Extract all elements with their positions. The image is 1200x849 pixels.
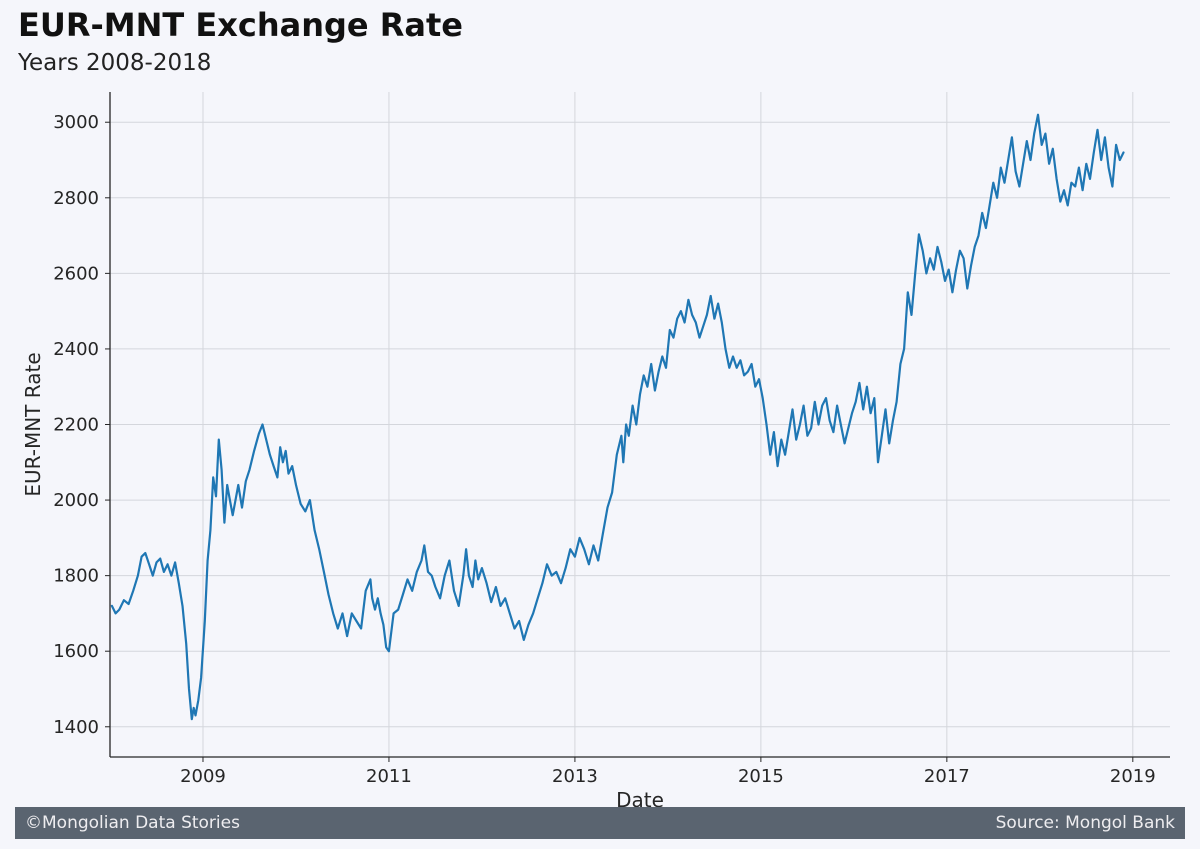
y-axis-label: EUR-MNT Rate (21, 352, 45, 496)
x-tick-label: 2013 (552, 766, 598, 787)
y-tick-label: 2200 (53, 415, 99, 436)
y-tick-label: 2800 (53, 188, 99, 209)
x-tick-label: 2015 (738, 766, 784, 787)
y-tick-label: 1600 (53, 641, 99, 662)
x-tick-label: 2011 (366, 766, 412, 787)
exchange-rate-chart: EUR-MNT Exchange Rate Years 2008-2018 2009… (0, 0, 1200, 849)
x-tick-label: 2017 (924, 766, 970, 787)
chart-title: EUR-MNT Exchange Rate (18, 6, 463, 44)
chart-subtitle: Years 2008-2018 (17, 50, 211, 76)
y-tick-label: 2400 (53, 339, 99, 360)
y-tick-label: 1400 (53, 717, 99, 738)
x-tick-label: 2019 (1110, 766, 1156, 787)
footer-credit: ©Mongolian Data Stories (25, 813, 240, 833)
y-tick-label: 2000 (53, 490, 99, 511)
x-tick-label: 2009 (180, 766, 226, 787)
y-tick-label: 2600 (53, 263, 99, 284)
y-tick-label: 3000 (53, 112, 99, 133)
footer-source: Source: Mongol Bank (996, 813, 1175, 833)
footer-bar: ©Mongolian Data Stories Source: Mongol B… (15, 807, 1185, 839)
y-tick-label: 1800 (53, 566, 99, 587)
